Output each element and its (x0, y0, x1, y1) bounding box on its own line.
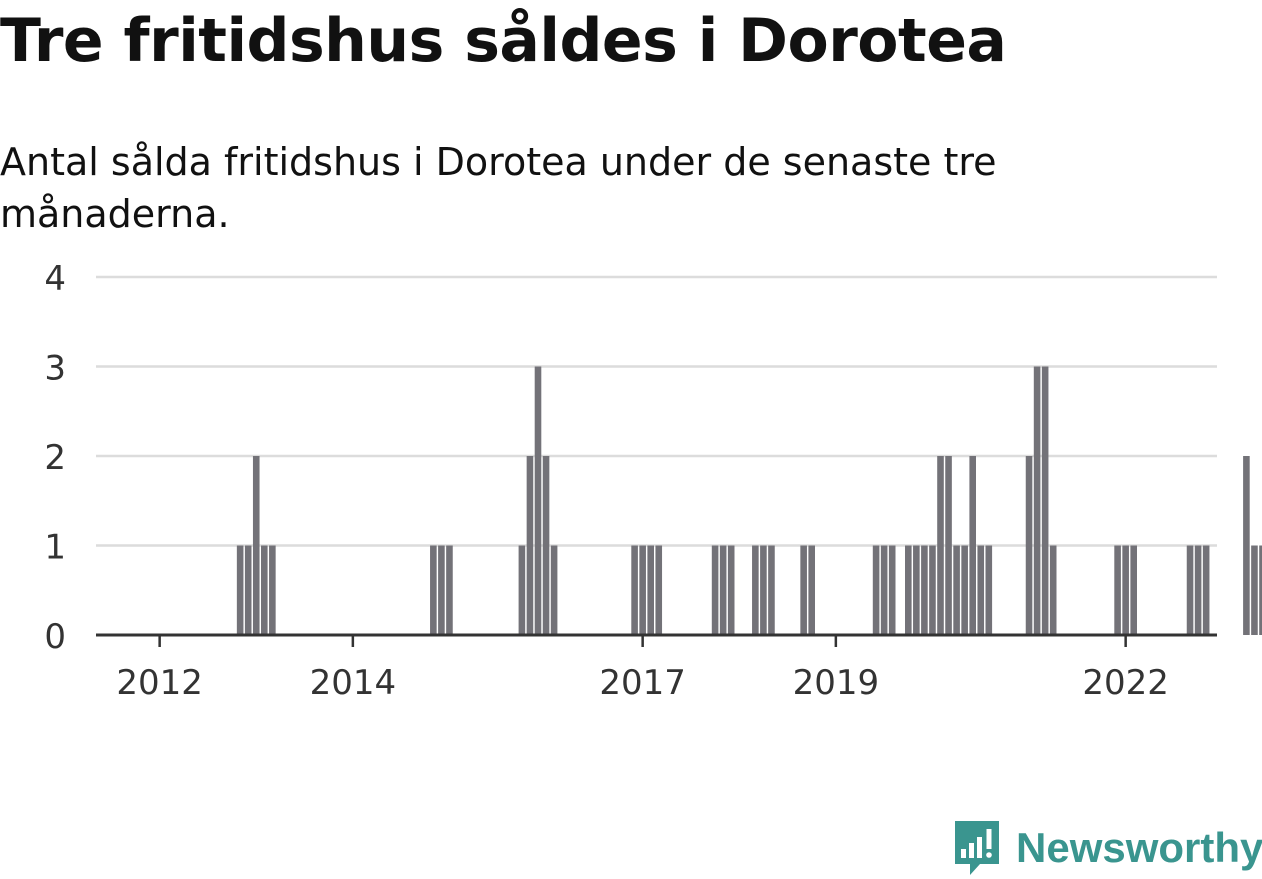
y-tick-label: 3 (44, 349, 66, 389)
bar (542, 456, 550, 635)
bar (518, 545, 526, 635)
bar (937, 456, 944, 635)
bar (269, 545, 276, 635)
bar (752, 545, 759, 635)
bar (1114, 545, 1121, 635)
bar (727, 545, 735, 635)
newsworthy-brand[interactable]: Newsworthy (952, 818, 1262, 878)
bar (1025, 456, 1033, 635)
bar (985, 545, 993, 635)
bar (1130, 545, 1137, 635)
chart-subtitle: Antal sålda fritidshus i Dorotea under d… (0, 140, 997, 236)
bar (430, 545, 437, 635)
y-axis-ticks: 0 1 2 3 4 (44, 259, 66, 657)
x-tick-label: 2017 (599, 663, 686, 703)
bar (1194, 545, 1202, 635)
bar (438, 545, 445, 635)
bar (1251, 545, 1258, 635)
bar (1243, 456, 1250, 635)
bar (655, 545, 663, 635)
y-tick-label: 0 (44, 617, 66, 657)
bar (768, 545, 775, 635)
gridlines (96, 275, 1217, 547)
bar (647, 545, 654, 635)
bar (760, 545, 767, 635)
bar (800, 545, 807, 635)
bar (905, 545, 912, 635)
bar (921, 545, 928, 635)
y-tick-label: 4 (44, 259, 66, 299)
newsworthy-logo-icon (955, 821, 999, 875)
bar (1122, 545, 1129, 635)
y-tick-label: 2 (44, 438, 66, 478)
bar (1049, 545, 1057, 635)
bar (1259, 545, 1262, 635)
bar (872, 545, 880, 635)
bar (880, 545, 888, 635)
bar (1202, 545, 1210, 635)
bar (913, 545, 920, 635)
bar (1033, 366, 1041, 635)
bar (534, 366, 542, 635)
bar (953, 545, 960, 635)
bar (446, 545, 453, 635)
bar (945, 456, 952, 635)
x-tick-label: 2012 (116, 663, 203, 703)
x-tick-label: 2019 (793, 663, 880, 703)
bar (929, 545, 936, 635)
x-tick-label: 2022 (1082, 663, 1169, 703)
x-tick-label: 2014 (310, 663, 397, 703)
bar (244, 545, 252, 635)
bar (711, 545, 719, 635)
bar (977, 545, 985, 635)
bar (888, 545, 896, 635)
bar (969, 456, 976, 635)
y-tick-label: 1 (44, 528, 66, 568)
bar (1186, 545, 1194, 635)
bar (961, 545, 968, 635)
bar (808, 545, 815, 635)
bar (1041, 366, 1049, 635)
bar (526, 456, 534, 635)
bar (719, 545, 727, 635)
chart-title: Tre fritidshus såldes i Dorotea (0, 6, 1007, 76)
bar (252, 456, 260, 635)
bar (236, 545, 244, 635)
brand-name: Newsworthy (1016, 824, 1262, 871)
bar (631, 545, 638, 635)
x-axis: 201220142017201920222024 (96, 633, 1217, 703)
bar (639, 545, 646, 635)
bar (261, 545, 268, 635)
bars (236, 366, 1262, 635)
bar (550, 545, 558, 635)
